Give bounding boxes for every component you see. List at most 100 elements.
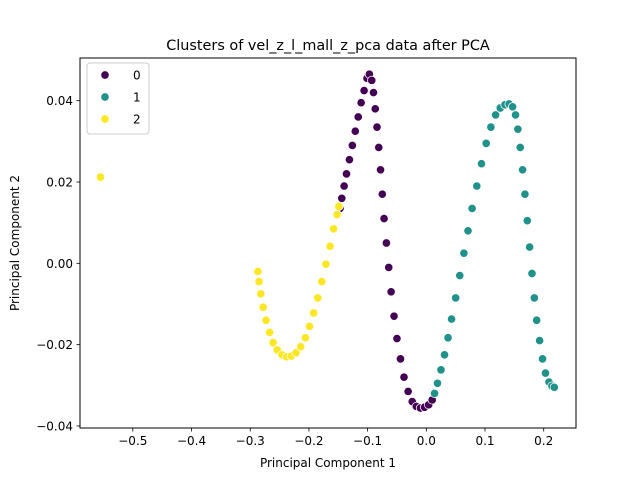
- point-cluster-2: [268, 338, 278, 348]
- point-cluster-0: [368, 87, 379, 98]
- point-cluster-0: [386, 287, 396, 297]
- point-cluster-0: [344, 155, 354, 165]
- point-cluster-1: [459, 248, 469, 258]
- point-cluster-1: [537, 354, 548, 364]
- y-axis-label: Principal Component 2: [8, 175, 22, 311]
- point-cluster-1: [549, 382, 559, 392]
- point-cluster-1: [529, 293, 539, 303]
- point-cluster-0: [399, 372, 409, 382]
- points-layer: [95, 69, 559, 413]
- point-cluster-1: [472, 181, 482, 191]
- point-cluster-2: [334, 201, 344, 211]
- y-tick-label: 0.02: [46, 176, 73, 190]
- point-cluster-1: [436, 365, 446, 375]
- point-cluster-1: [476, 159, 487, 169]
- point-cluster-0: [356, 98, 366, 108]
- legend-label: 2: [133, 113, 141, 127]
- point-cluster-2: [304, 321, 315, 331]
- point-cluster-0: [392, 333, 402, 344]
- point-cluster-1: [515, 142, 525, 153]
- point-cluster-2: [258, 302, 268, 312]
- point-cluster-0: [375, 165, 386, 175]
- y-tick-label: −0.04: [36, 419, 73, 433]
- point-cluster-1: [481, 138, 491, 148]
- point-cluster-0: [377, 189, 387, 199]
- point-cluster-1: [432, 378, 443, 388]
- point-cluster-0: [395, 354, 406, 364]
- x-axis-label: Principal Component 1: [260, 456, 396, 470]
- point-cluster-1: [508, 102, 518, 112]
- point-cluster-1: [491, 110, 501, 120]
- point-cluster-2: [332, 209, 342, 220]
- x-axis: −0.5 −0.4 −0.3 −0.2 −0.1 0.0 0.1 0.2: [118, 428, 553, 448]
- legend-marker-1: [100, 92, 110, 102]
- x-tick-label: −0.3: [236, 434, 265, 448]
- point-cluster-2: [321, 259, 331, 269]
- point-cluster-1: [467, 203, 477, 214]
- point-cluster-1: [513, 124, 523, 134]
- point-cluster-2: [317, 277, 327, 287]
- point-cluster-1: [522, 216, 532, 226]
- x-tick-label: −0.1: [353, 434, 382, 448]
- point-cluster-0: [347, 140, 357, 150]
- x-tick-label: −0.4: [177, 434, 206, 448]
- point-cluster-0: [389, 311, 399, 321]
- y-tick-label: 0.04: [46, 94, 73, 108]
- x-tick-label: 0.0: [417, 434, 436, 448]
- point-cluster-1: [486, 122, 496, 132]
- y-tick-label: −0.02: [36, 338, 73, 352]
- point-cluster-1: [510, 110, 521, 120]
- point-cluster-0: [370, 104, 380, 114]
- x-tick-label: −0.2: [294, 434, 323, 448]
- point-cluster-0: [381, 238, 391, 248]
- x-tick-label: −0.5: [118, 434, 147, 448]
- point-cluster-2: [95, 172, 106, 182]
- point-cluster-0: [337, 193, 347, 203]
- point-cluster-0: [350, 126, 360, 136]
- point-cluster-2: [296, 342, 306, 352]
- point-cluster-1: [443, 333, 453, 343]
- point-cluster-1: [451, 293, 461, 303]
- x-tick-label: 0.2: [534, 434, 553, 448]
- point-cluster-1: [532, 315, 542, 325]
- point-cluster-1: [518, 165, 528, 175]
- point-cluster-0: [372, 122, 382, 132]
- point-cluster-2: [256, 289, 266, 299]
- chart-title: Clusters of vel_z_l_mall_z_pca data afte…: [166, 38, 490, 54]
- point-cluster-1: [455, 270, 465, 281]
- plot-frame: [79, 57, 577, 429]
- point-cluster-0: [359, 85, 369, 96]
- point-cluster-2: [261, 315, 271, 325]
- x-tick-label: 0.1: [475, 434, 494, 448]
- legend-label: 1: [133, 91, 141, 105]
- point-cluster-2: [291, 348, 301, 358]
- point-cluster-2: [253, 266, 263, 277]
- legend-label: 0: [133, 69, 141, 83]
- point-cluster-2: [313, 293, 323, 303]
- legend-marker-2: [100, 114, 110, 124]
- legend: 0 1 2: [86, 62, 150, 135]
- point-cluster-2: [254, 277, 264, 287]
- point-cluster-2: [325, 241, 335, 251]
- point-cluster-1: [525, 242, 535, 252]
- point-cluster-1: [446, 314, 457, 324]
- point-cluster-0: [341, 169, 352, 179]
- legend-marker-0: [100, 70, 110, 80]
- y-axis: −0.04 −0.02 0.00 0.02 0.04: [36, 94, 80, 433]
- point-cluster-1: [429, 388, 440, 399]
- point-cluster-2: [300, 333, 310, 343]
- point-cluster-2: [265, 327, 275, 338]
- point-cluster-1: [527, 268, 537, 279]
- point-cluster-0: [403, 386, 413, 396]
- point-cluster-0: [379, 214, 389, 224]
- point-cluster-1: [439, 350, 450, 360]
- point-cluster-1: [520, 189, 530, 199]
- point-cluster-0: [339, 181, 349, 191]
- point-cluster-0: [374, 142, 384, 153]
- point-cluster-1: [463, 226, 473, 236]
- point-cluster-2: [329, 224, 339, 234]
- y-tick-label: 0.00: [46, 257, 73, 271]
- point-cluster-0: [353, 112, 363, 122]
